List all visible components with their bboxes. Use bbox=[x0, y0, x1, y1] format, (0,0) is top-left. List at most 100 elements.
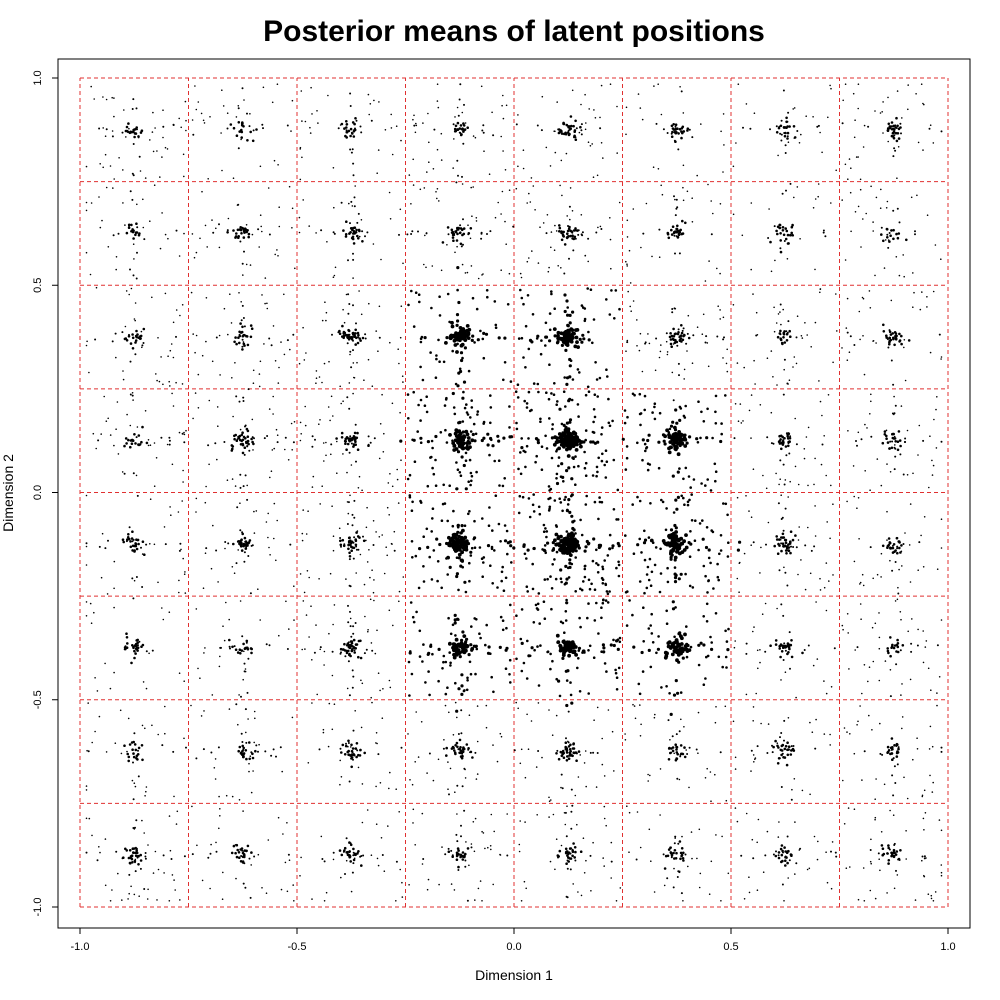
data-point bbox=[93, 611, 95, 614]
data-point bbox=[355, 119, 358, 122]
data-point bbox=[277, 164, 279, 166]
data-point bbox=[308, 636, 310, 638]
data-point bbox=[131, 540, 134, 543]
data-point bbox=[874, 110, 876, 112]
data-point bbox=[475, 647, 479, 651]
data-point bbox=[233, 572, 236, 574]
data-point bbox=[350, 366, 353, 369]
data-point bbox=[267, 512, 270, 515]
data-point bbox=[752, 720, 754, 722]
data-point bbox=[736, 362, 739, 364]
data-point bbox=[591, 143, 593, 145]
data-point bbox=[779, 232, 782, 235]
data-point bbox=[578, 690, 582, 693]
data-point bbox=[111, 135, 114, 138]
data-point bbox=[125, 442, 128, 445]
data-point bbox=[766, 752, 769, 754]
data-point bbox=[606, 592, 610, 596]
data-point bbox=[353, 516, 356, 519]
data-point bbox=[268, 546, 270, 549]
data-point bbox=[844, 163, 847, 166]
data-point bbox=[456, 121, 460, 125]
data-point bbox=[166, 148, 169, 150]
data-point bbox=[291, 99, 294, 102]
data-point bbox=[556, 536, 561, 541]
data-point bbox=[672, 693, 677, 697]
data-point bbox=[105, 128, 108, 131]
data-point bbox=[105, 186, 108, 189]
data-point bbox=[349, 105, 352, 107]
data-point bbox=[922, 439, 925, 442]
data-point bbox=[166, 443, 169, 446]
data-point bbox=[85, 209, 88, 212]
data-point bbox=[825, 474, 827, 477]
data-point bbox=[499, 615, 503, 619]
data-point bbox=[461, 233, 464, 237]
data-point bbox=[462, 463, 466, 468]
data-point bbox=[813, 545, 816, 548]
data-point bbox=[683, 378, 685, 380]
data-point bbox=[702, 313, 705, 316]
data-point bbox=[175, 381, 177, 384]
data-point bbox=[419, 398, 423, 402]
data-point bbox=[371, 385, 374, 388]
data-point bbox=[648, 557, 652, 561]
data-point bbox=[847, 178, 849, 180]
data-point bbox=[398, 590, 401, 593]
data-point bbox=[860, 438, 863, 441]
data-point bbox=[773, 330, 776, 333]
data-point bbox=[364, 337, 367, 340]
data-point bbox=[691, 362, 694, 365]
data-point bbox=[570, 788, 573, 791]
data-point bbox=[555, 230, 558, 232]
data-point bbox=[677, 551, 682, 556]
data-point bbox=[160, 436, 163, 439]
data-point bbox=[589, 751, 592, 754]
data-point bbox=[315, 624, 317, 626]
data-point bbox=[348, 232, 351, 235]
data-point bbox=[349, 617, 352, 620]
data-point bbox=[243, 99, 245, 101]
data-point bbox=[266, 307, 269, 310]
data-point bbox=[184, 592, 187, 594]
data-point bbox=[531, 587, 535, 591]
data-point bbox=[780, 119, 783, 122]
data-point bbox=[175, 309, 178, 311]
data-point bbox=[898, 340, 901, 343]
data-point bbox=[753, 626, 755, 628]
data-point bbox=[349, 148, 352, 151]
data-point bbox=[446, 244, 448, 246]
data-point bbox=[115, 356, 117, 359]
data-point bbox=[270, 344, 273, 347]
data-point bbox=[558, 226, 562, 230]
data-point bbox=[786, 258, 789, 260]
data-point bbox=[190, 291, 193, 294]
data-point bbox=[657, 83, 659, 85]
data-point bbox=[852, 465, 855, 467]
data-point bbox=[149, 498, 152, 501]
data-point bbox=[710, 641, 713, 644]
data-point bbox=[643, 558, 647, 562]
data-point bbox=[707, 579, 710, 582]
data-point bbox=[459, 351, 464, 355]
data-point bbox=[888, 330, 892, 334]
data-point bbox=[347, 536, 351, 540]
data-point bbox=[577, 229, 580, 232]
data-point bbox=[301, 648, 304, 651]
data-point bbox=[243, 325, 246, 328]
data-point bbox=[649, 502, 652, 505]
data-point bbox=[272, 395, 275, 398]
data-point bbox=[559, 475, 563, 479]
data-point bbox=[264, 277, 267, 279]
data-point bbox=[252, 770, 254, 772]
data-point bbox=[216, 458, 218, 461]
data-point bbox=[910, 642, 913, 645]
data-point bbox=[347, 328, 350, 332]
data-point bbox=[352, 277, 354, 279]
data-point bbox=[900, 334, 903, 338]
data-point bbox=[568, 561, 572, 565]
data-point bbox=[587, 338, 591, 342]
data-point bbox=[777, 126, 781, 130]
data-point bbox=[353, 431, 357, 435]
data-point bbox=[277, 382, 280, 384]
